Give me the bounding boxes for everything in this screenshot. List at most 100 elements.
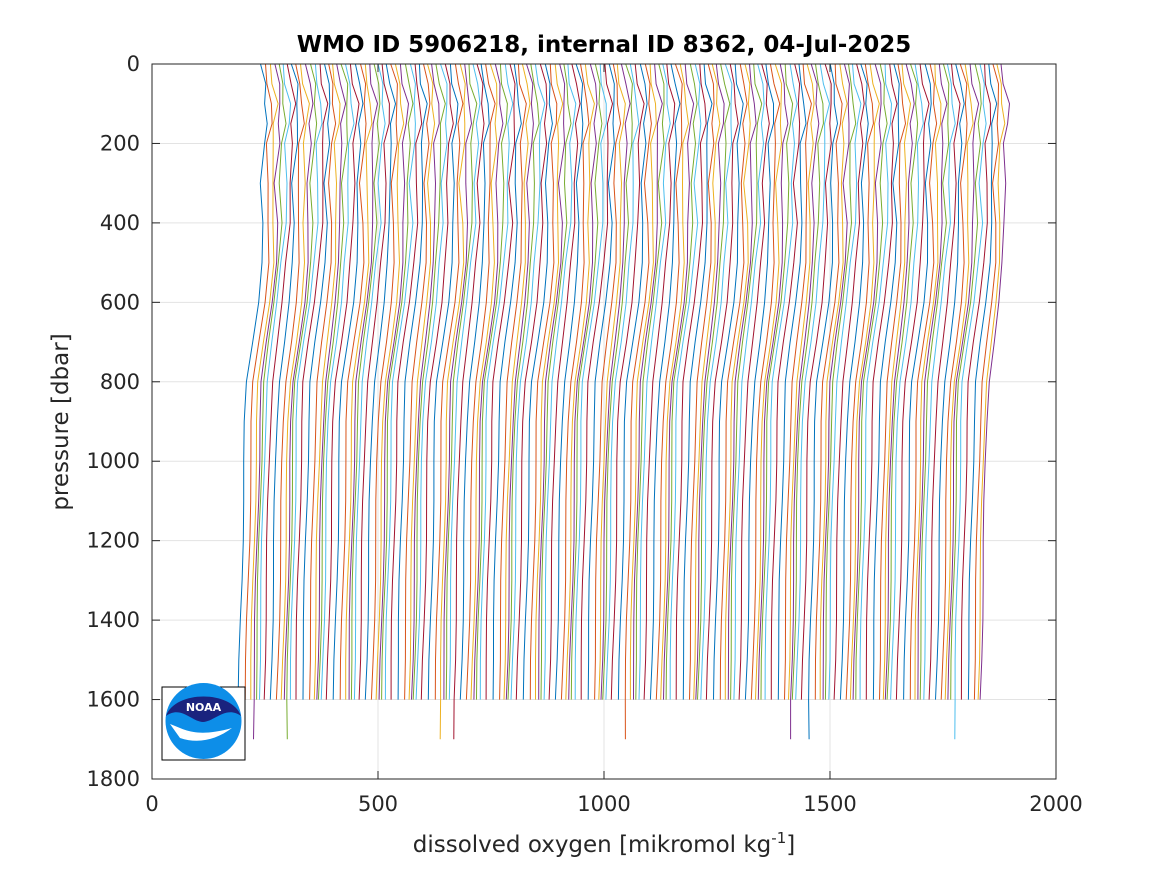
profile-line-148 bbox=[909, 63, 938, 700]
ticks-layer: 0 500 1000 1500 2000 0 200 400 600 800 1000 1200 140… bbox=[87, 52, 1083, 816]
profile-line-125 bbox=[800, 63, 832, 700]
profile-line-39 bbox=[412, 63, 446, 700]
profile-line-66 bbox=[538, 63, 566, 700]
profile-line-48 bbox=[453, 63, 485, 740]
profile-line-131 bbox=[828, 63, 862, 700]
profile-line-5 bbox=[259, 63, 292, 700]
profile-line-120 bbox=[784, 63, 812, 700]
profile-line-40 bbox=[415, 63, 448, 700]
y-tick-label-5: 1000 bbox=[87, 449, 140, 473]
grid-layer bbox=[151, 63, 1057, 780]
profile-line-69 bbox=[548, 63, 581, 700]
profile-line-59 bbox=[505, 63, 534, 700]
profile-line-106 bbox=[719, 63, 748, 700]
profile-line-143 bbox=[884, 63, 915, 700]
x-axis-label-superscript: -1 bbox=[771, 829, 786, 847]
profile-line-0 bbox=[237, 63, 268, 700]
profile-line-13 bbox=[295, 63, 329, 700]
profile-line-127 bbox=[814, 63, 843, 700]
profile-line-95 bbox=[665, 63, 698, 700]
profile-line-93 bbox=[660, 63, 690, 700]
profile-line-108 bbox=[727, 63, 757, 700]
profile-line-33 bbox=[384, 63, 416, 700]
profile-line-155 bbox=[940, 63, 968, 700]
profile-line-136 bbox=[852, 63, 882, 700]
profile-line-100 bbox=[693, 63, 721, 700]
y-tick-label-4: 800 bbox=[100, 370, 140, 394]
profile-line-141 bbox=[879, 63, 907, 700]
profile-line-9 bbox=[280, 63, 310, 700]
profile-line-149 bbox=[914, 63, 942, 700]
profile-line-29 bbox=[370, 63, 398, 700]
series-layer bbox=[237, 63, 1011, 740]
noaa-logo: NOAA bbox=[161, 683, 246, 761]
profile-line-101 bbox=[695, 63, 725, 700]
profile-line-115 bbox=[757, 63, 789, 700]
profile-line-86 bbox=[629, 63, 657, 700]
profile-line-30 bbox=[375, 63, 405, 700]
profile-line-92 bbox=[655, 63, 683, 700]
profile-line-44 bbox=[439, 63, 466, 740]
profile-line-90 bbox=[643, 63, 676, 700]
profile-line-35 bbox=[397, 63, 428, 700]
profile-line-22 bbox=[339, 63, 367, 700]
profile-line-58 bbox=[503, 63, 531, 700]
profile-line-150 bbox=[917, 63, 948, 700]
profile-line-87 bbox=[633, 63, 663, 700]
profile-line-144 bbox=[886, 63, 919, 700]
profile-line-118 bbox=[770, 63, 801, 700]
profile-line-117 bbox=[764, 63, 798, 700]
profile-line-97 bbox=[675, 63, 707, 700]
profile-line-43 bbox=[434, 63, 464, 700]
profile-line-19 bbox=[320, 63, 355, 700]
profile-line-157 bbox=[947, 63, 980, 700]
profile-line-138 bbox=[859, 63, 893, 700]
y-tick-label-7: 1400 bbox=[87, 608, 140, 632]
x-tick-label-3: 1500 bbox=[803, 792, 856, 816]
profile-line-3 bbox=[253, 63, 281, 740]
profile-line-42 bbox=[427, 63, 459, 700]
x-axis-label-main: dissolved oxygen [mikromol kg bbox=[413, 832, 772, 858]
profile-line-83 bbox=[610, 63, 645, 700]
x-tick-label-0: 0 bbox=[145, 792, 158, 816]
profile-line-132 bbox=[833, 63, 865, 700]
profile-line-20 bbox=[325, 63, 360, 700]
profile-line-8 bbox=[275, 63, 305, 700]
profile-line-25 bbox=[350, 63, 381, 700]
profile-line-109 bbox=[730, 63, 763, 700]
y-tick-label-2: 400 bbox=[100, 211, 140, 235]
profile-line-88 bbox=[635, 63, 665, 700]
noaa-logo-wave bbox=[170, 724, 232, 741]
x-tick-label-1: 500 bbox=[358, 792, 398, 816]
profile-line-68 bbox=[543, 63, 577, 700]
profile-line-73 bbox=[568, 63, 598, 700]
profile-line-135 bbox=[849, 63, 880, 700]
profile-line-78 bbox=[594, 63, 622, 700]
profile-line-128 bbox=[819, 63, 848, 700]
profile-line-49 bbox=[459, 63, 490, 700]
profile-line-80 bbox=[600, 63, 631, 700]
profile-line-14 bbox=[302, 63, 331, 700]
profile-line-104 bbox=[705, 63, 739, 700]
profile-line-32 bbox=[381, 63, 414, 700]
profile-line-134 bbox=[845, 63, 874, 700]
profile-line-36 bbox=[404, 63, 431, 700]
profile-line-2 bbox=[250, 63, 279, 700]
profile-line-158 bbox=[950, 63, 982, 700]
profile-line-76 bbox=[580, 63, 614, 700]
profile-line-103 bbox=[700, 63, 733, 700]
profile-line-52 bbox=[473, 63, 504, 700]
y-tick-label-1: 200 bbox=[100, 131, 140, 155]
profile-line-15 bbox=[309, 63, 337, 700]
profile-line-126 bbox=[808, 63, 839, 740]
profile-line-45 bbox=[443, 63, 473, 700]
profile-line-81 bbox=[602, 63, 633, 700]
profile-line-146 bbox=[895, 63, 930, 700]
profile-line-160 bbox=[960, 63, 992, 700]
profile-line-57 bbox=[499, 63, 527, 700]
profile-line-133 bbox=[839, 63, 869, 700]
profile-line-50 bbox=[465, 63, 496, 700]
profile-line-162 bbox=[973, 63, 1000, 700]
profile-line-10 bbox=[283, 63, 314, 700]
profile-line-110 bbox=[733, 63, 765, 700]
